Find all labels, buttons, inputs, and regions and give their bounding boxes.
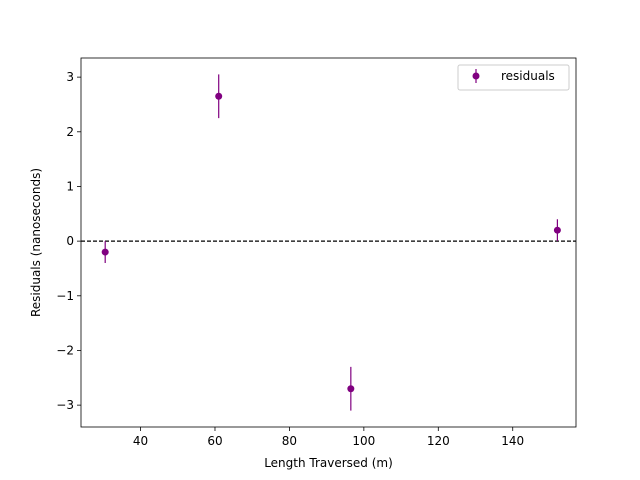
data-point [215,92,223,100]
data-point [553,226,561,234]
x-tick-label: 60 [207,434,222,448]
y-tick-label: 0 [66,234,74,248]
y-tick-label: 1 [66,179,74,193]
y-axis-ticks: 3 2 1 0 −1 −2 −3 [56,70,81,412]
y-tick-label: 2 [66,125,74,139]
data-points [101,74,561,411]
x-axis-ticks: 40 60 80 100 120 140 [133,427,524,448]
y-tick-label: 3 [66,70,74,84]
data-point [101,248,109,256]
x-tick-label: 140 [501,434,524,448]
y-tick-label: −2 [56,343,74,357]
y-tick-label: −1 [56,289,74,303]
legend-box [457,64,570,91]
legend: residuals [457,64,570,91]
x-axis-label: Length Traversed (m) [264,456,393,470]
x-tick-label: 100 [352,434,375,448]
legend-marker-swatch [472,72,480,80]
plot-area: 40 60 80 100 120 140 3 2 1 0 −1 −2 −3 [56,57,577,448]
data-point [347,385,355,393]
axes-frame [80,57,577,428]
y-tick-label: −3 [56,398,74,412]
legend-entry-residuals: residuals [501,69,555,83]
x-tick-label: 40 [133,434,148,448]
y-axis-label: Residuals (nanoseconds) [29,168,43,317]
x-tick-label: 80 [282,434,297,448]
x-tick-label: 120 [427,434,450,448]
